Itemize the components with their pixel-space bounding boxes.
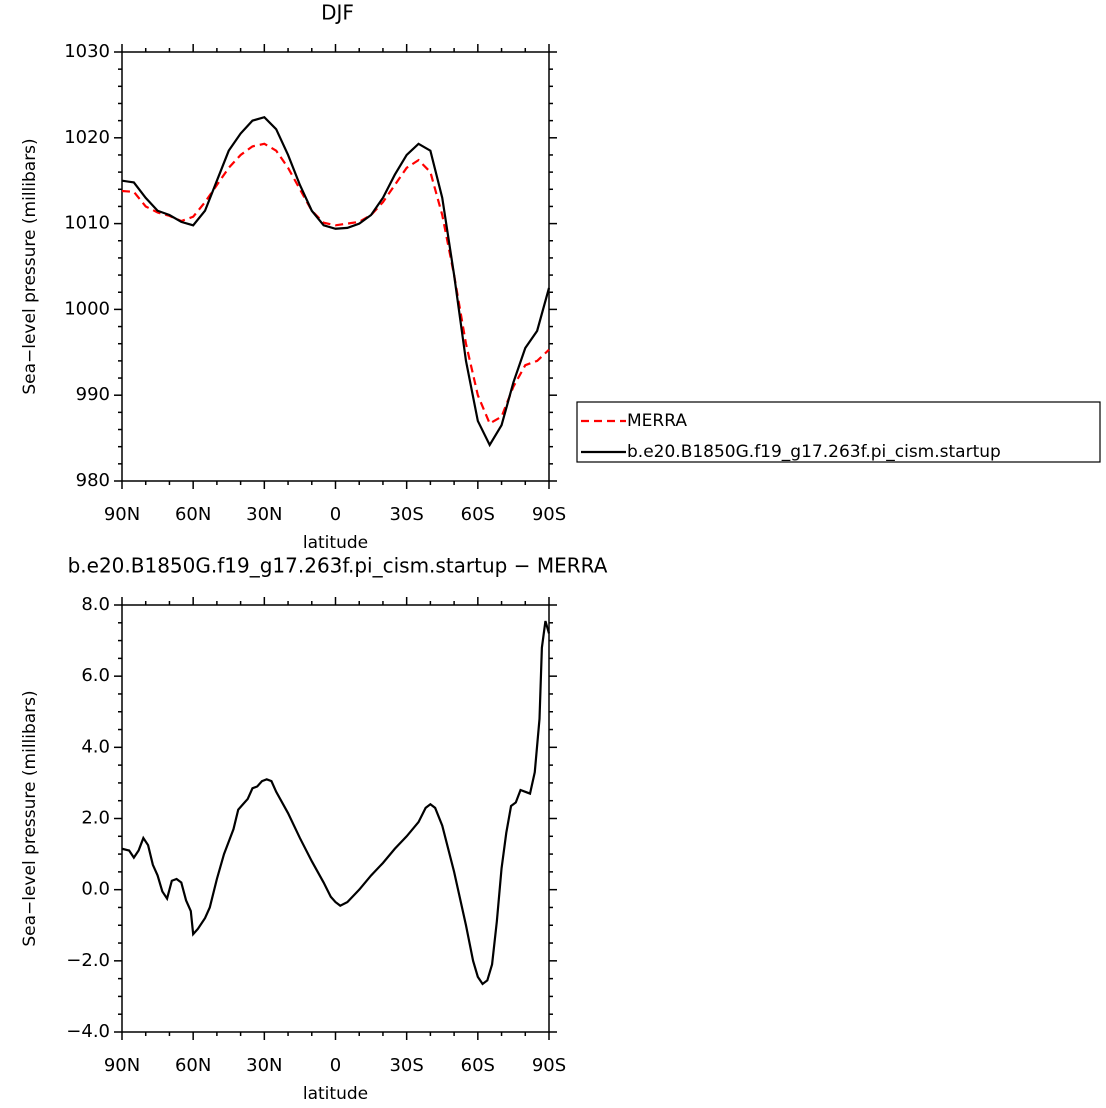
x-tick-label: 30N xyxy=(246,504,282,525)
y-tick-label: −2.0 xyxy=(66,950,110,971)
legend-label: b.e20.B1850G.f19_g17.263f.pi_cism.startu… xyxy=(627,442,1001,462)
legend-box xyxy=(576,401,1101,463)
y-axis-label: Sea−level pressure (millibars) xyxy=(20,690,40,946)
x-tick-label: 60S xyxy=(461,504,495,525)
x-axis-label: latitude xyxy=(303,533,368,553)
y-tick-label: 0.0 xyxy=(81,879,110,900)
x-tick-label: 90N xyxy=(104,1055,140,1076)
y-tick-label: 8.0 xyxy=(81,594,110,615)
x-tick-label: 30N xyxy=(246,1055,282,1076)
plot-frame xyxy=(121,51,550,482)
data-line xyxy=(121,620,551,986)
y-tick-label: 1010 xyxy=(64,213,110,234)
y-tick-label: 2.0 xyxy=(81,808,110,829)
x-tick-label: 60N xyxy=(175,1055,211,1076)
x-tick-label: 90S xyxy=(532,504,566,525)
y-axis-label: Sea−level pressure (millibars) xyxy=(20,138,40,394)
x-tick-label: 30S xyxy=(389,504,423,525)
data-line xyxy=(121,115,551,448)
x-tick-label: 90S xyxy=(532,1055,566,1076)
y-tick-label: 6.0 xyxy=(81,665,110,686)
data-line xyxy=(121,142,550,426)
chart-title: DJF xyxy=(321,1,354,25)
y-tick-label: 1000 xyxy=(64,298,110,319)
x-tick-label: 30S xyxy=(389,1055,423,1076)
legend-label: MERRA xyxy=(627,411,687,431)
plot-frame xyxy=(121,604,550,1033)
x-tick-label: 60N xyxy=(175,504,211,525)
x-tick-label: 90N xyxy=(104,504,140,525)
y-tick-label: 1020 xyxy=(64,127,110,148)
y-tick-label: 990 xyxy=(76,384,110,405)
x-tick-label: 60S xyxy=(461,1055,495,1076)
y-tick-label: −4.0 xyxy=(66,1021,110,1042)
y-tick-label: 980 xyxy=(76,470,110,491)
x-axis-label: latitude xyxy=(303,1084,368,1104)
x-tick-label: 0 xyxy=(330,504,341,525)
chart-title: b.e20.B1850G.f19_g17.263f.pi_cism.startu… xyxy=(68,554,608,578)
y-tick-label: 4.0 xyxy=(81,736,110,757)
y-tick-label: 1030 xyxy=(64,41,110,62)
x-tick-label: 0 xyxy=(330,1055,341,1076)
